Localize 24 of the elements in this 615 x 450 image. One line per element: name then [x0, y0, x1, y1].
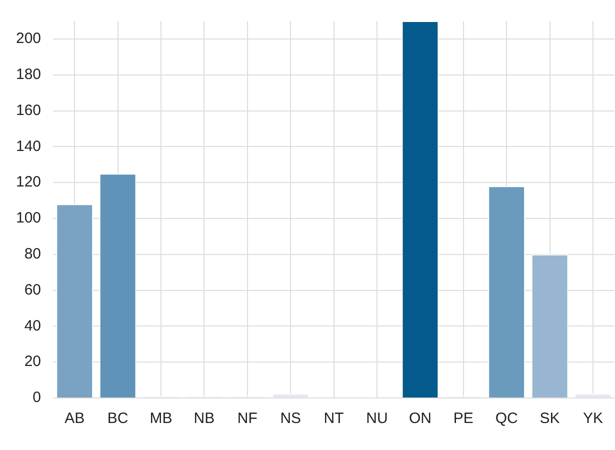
y-tick-label: 80	[24, 246, 42, 263]
y-tick-label: 200	[16, 30, 42, 48]
x-tick-label: SK	[540, 410, 560, 428]
y-tick-label: 60	[24, 281, 42, 298]
x-tick-label: NB	[194, 410, 215, 428]
x-tick-label: NS	[280, 410, 302, 428]
y-tick-label: 120	[16, 174, 42, 191]
x-tick-label: AB	[64, 410, 85, 428]
x-tick-label: ON	[408, 410, 432, 428]
x-tick-label: MB	[150, 410, 172, 428]
x-tick-label: NU	[366, 410, 388, 428]
x-tick-label: PE	[453, 410, 474, 428]
y-tick-label: 180	[16, 66, 42, 83]
y-tick-label: 0	[32, 389, 42, 406]
x-tick-label: NF	[237, 410, 258, 428]
x-tick-label: QC	[495, 410, 518, 428]
y-tick-label: 40	[24, 317, 42, 334]
y-tick-label: 20	[24, 353, 42, 370]
x-tick-label: BC	[107, 410, 128, 428]
y-tick-label: 140	[16, 138, 42, 155]
y-tick-label: 100	[16, 210, 42, 227]
x-tick-label: NT	[324, 410, 344, 428]
x-tick-label: YK	[582, 410, 604, 428]
y-tick-label: 160	[16, 102, 42, 119]
